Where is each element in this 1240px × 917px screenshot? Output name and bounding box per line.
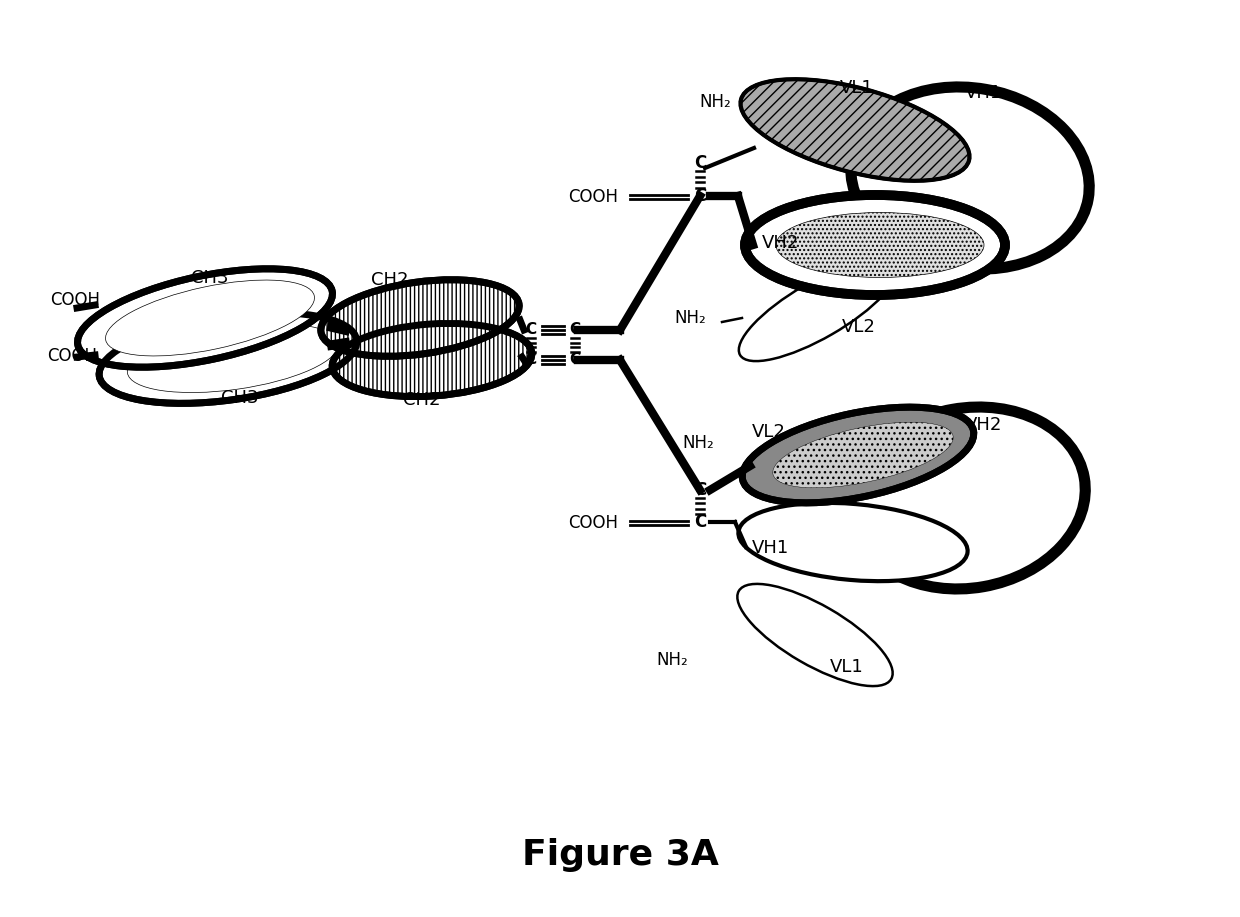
Text: CH2: CH2 <box>371 271 409 289</box>
Ellipse shape <box>99 313 357 403</box>
Text: NH₂: NH₂ <box>699 93 730 111</box>
Text: NH₂: NH₂ <box>656 651 688 669</box>
Ellipse shape <box>738 503 967 581</box>
Text: VL2: VL2 <box>842 318 875 336</box>
Text: COOH: COOH <box>47 347 97 365</box>
Ellipse shape <box>321 280 520 357</box>
Text: VL1: VL1 <box>839 79 874 97</box>
Text: C: C <box>569 352 580 368</box>
Ellipse shape <box>745 195 1004 295</box>
Text: CH3: CH3 <box>221 389 259 407</box>
Ellipse shape <box>773 422 954 488</box>
Text: VL1: VL1 <box>830 658 864 676</box>
Ellipse shape <box>851 87 1089 269</box>
Text: COOH: COOH <box>50 291 100 309</box>
Text: VH1: VH1 <box>751 539 789 557</box>
Ellipse shape <box>128 324 339 392</box>
Text: C: C <box>694 513 706 531</box>
Ellipse shape <box>332 324 532 396</box>
Ellipse shape <box>743 407 973 503</box>
Text: VH2: VH2 <box>763 234 800 252</box>
Text: C: C <box>694 187 706 205</box>
Text: C: C <box>694 154 706 172</box>
Text: VH2: VH2 <box>965 416 1002 434</box>
Text: CH2: CH2 <box>403 391 440 409</box>
Ellipse shape <box>78 269 332 367</box>
Text: NH₂: NH₂ <box>682 434 714 452</box>
Text: C: C <box>569 323 580 337</box>
Ellipse shape <box>740 79 970 181</box>
Text: Figure 3A: Figure 3A <box>522 838 718 872</box>
Ellipse shape <box>776 213 985 278</box>
Text: C: C <box>526 323 537 337</box>
Ellipse shape <box>851 407 1085 589</box>
Text: C: C <box>526 352 537 368</box>
Text: C: C <box>694 481 706 499</box>
Text: NH₂: NH₂ <box>675 309 706 327</box>
Ellipse shape <box>738 584 893 686</box>
Text: VH1: VH1 <box>965 84 1002 102</box>
Text: COOH: COOH <box>568 514 618 532</box>
Text: CH3: CH3 <box>191 269 228 287</box>
Ellipse shape <box>105 280 315 356</box>
Text: COOH: COOH <box>568 188 618 206</box>
Ellipse shape <box>739 259 898 361</box>
Text: VL2: VL2 <box>751 423 786 441</box>
